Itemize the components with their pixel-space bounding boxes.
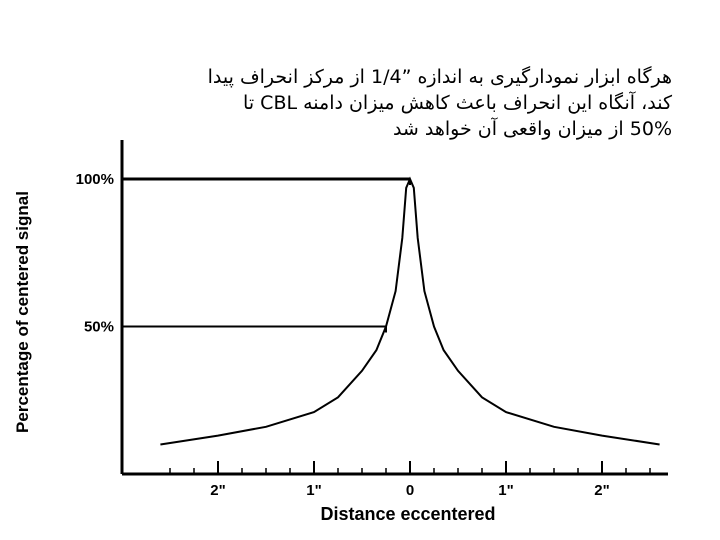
- caption-text: هرگاه ابزار نمودارگیری به اندازه ”1/4 از…: [22, 64, 672, 142]
- x-tick-label-right-2: 2": [594, 482, 609, 499]
- x-tick-label-left-2: 2": [210, 482, 225, 499]
- x-tick-label-zero: 0: [406, 482, 414, 499]
- minor-tick-group: [169, 468, 651, 474]
- y-tick-label-50: 50%: [84, 319, 114, 336]
- y-tick-label-100: 100%: [76, 171, 114, 188]
- caption-line-3: 50% از میزان واقعی آن خواهد شد: [392, 118, 672, 140]
- caption-line-2: کند، آنگاه این انحراف باعث کاهش میزان دا…: [243, 92, 672, 114]
- x-tick-label-right-1: 1": [498, 482, 513, 499]
- x-axis-title: Distance eccentered: [320, 504, 495, 524]
- caption-line-1: هرگاه ابزار نمودارگیری به اندازه ”1/4 از…: [207, 66, 672, 88]
- major-tick-group: [217, 461, 603, 474]
- y-axis-title: Percentage of centered signal: [13, 191, 32, 433]
- x-tick-label-left-1: 1": [306, 482, 321, 499]
- series-curve: [160, 176, 660, 446]
- reference-line-group: [122, 177, 411, 333]
